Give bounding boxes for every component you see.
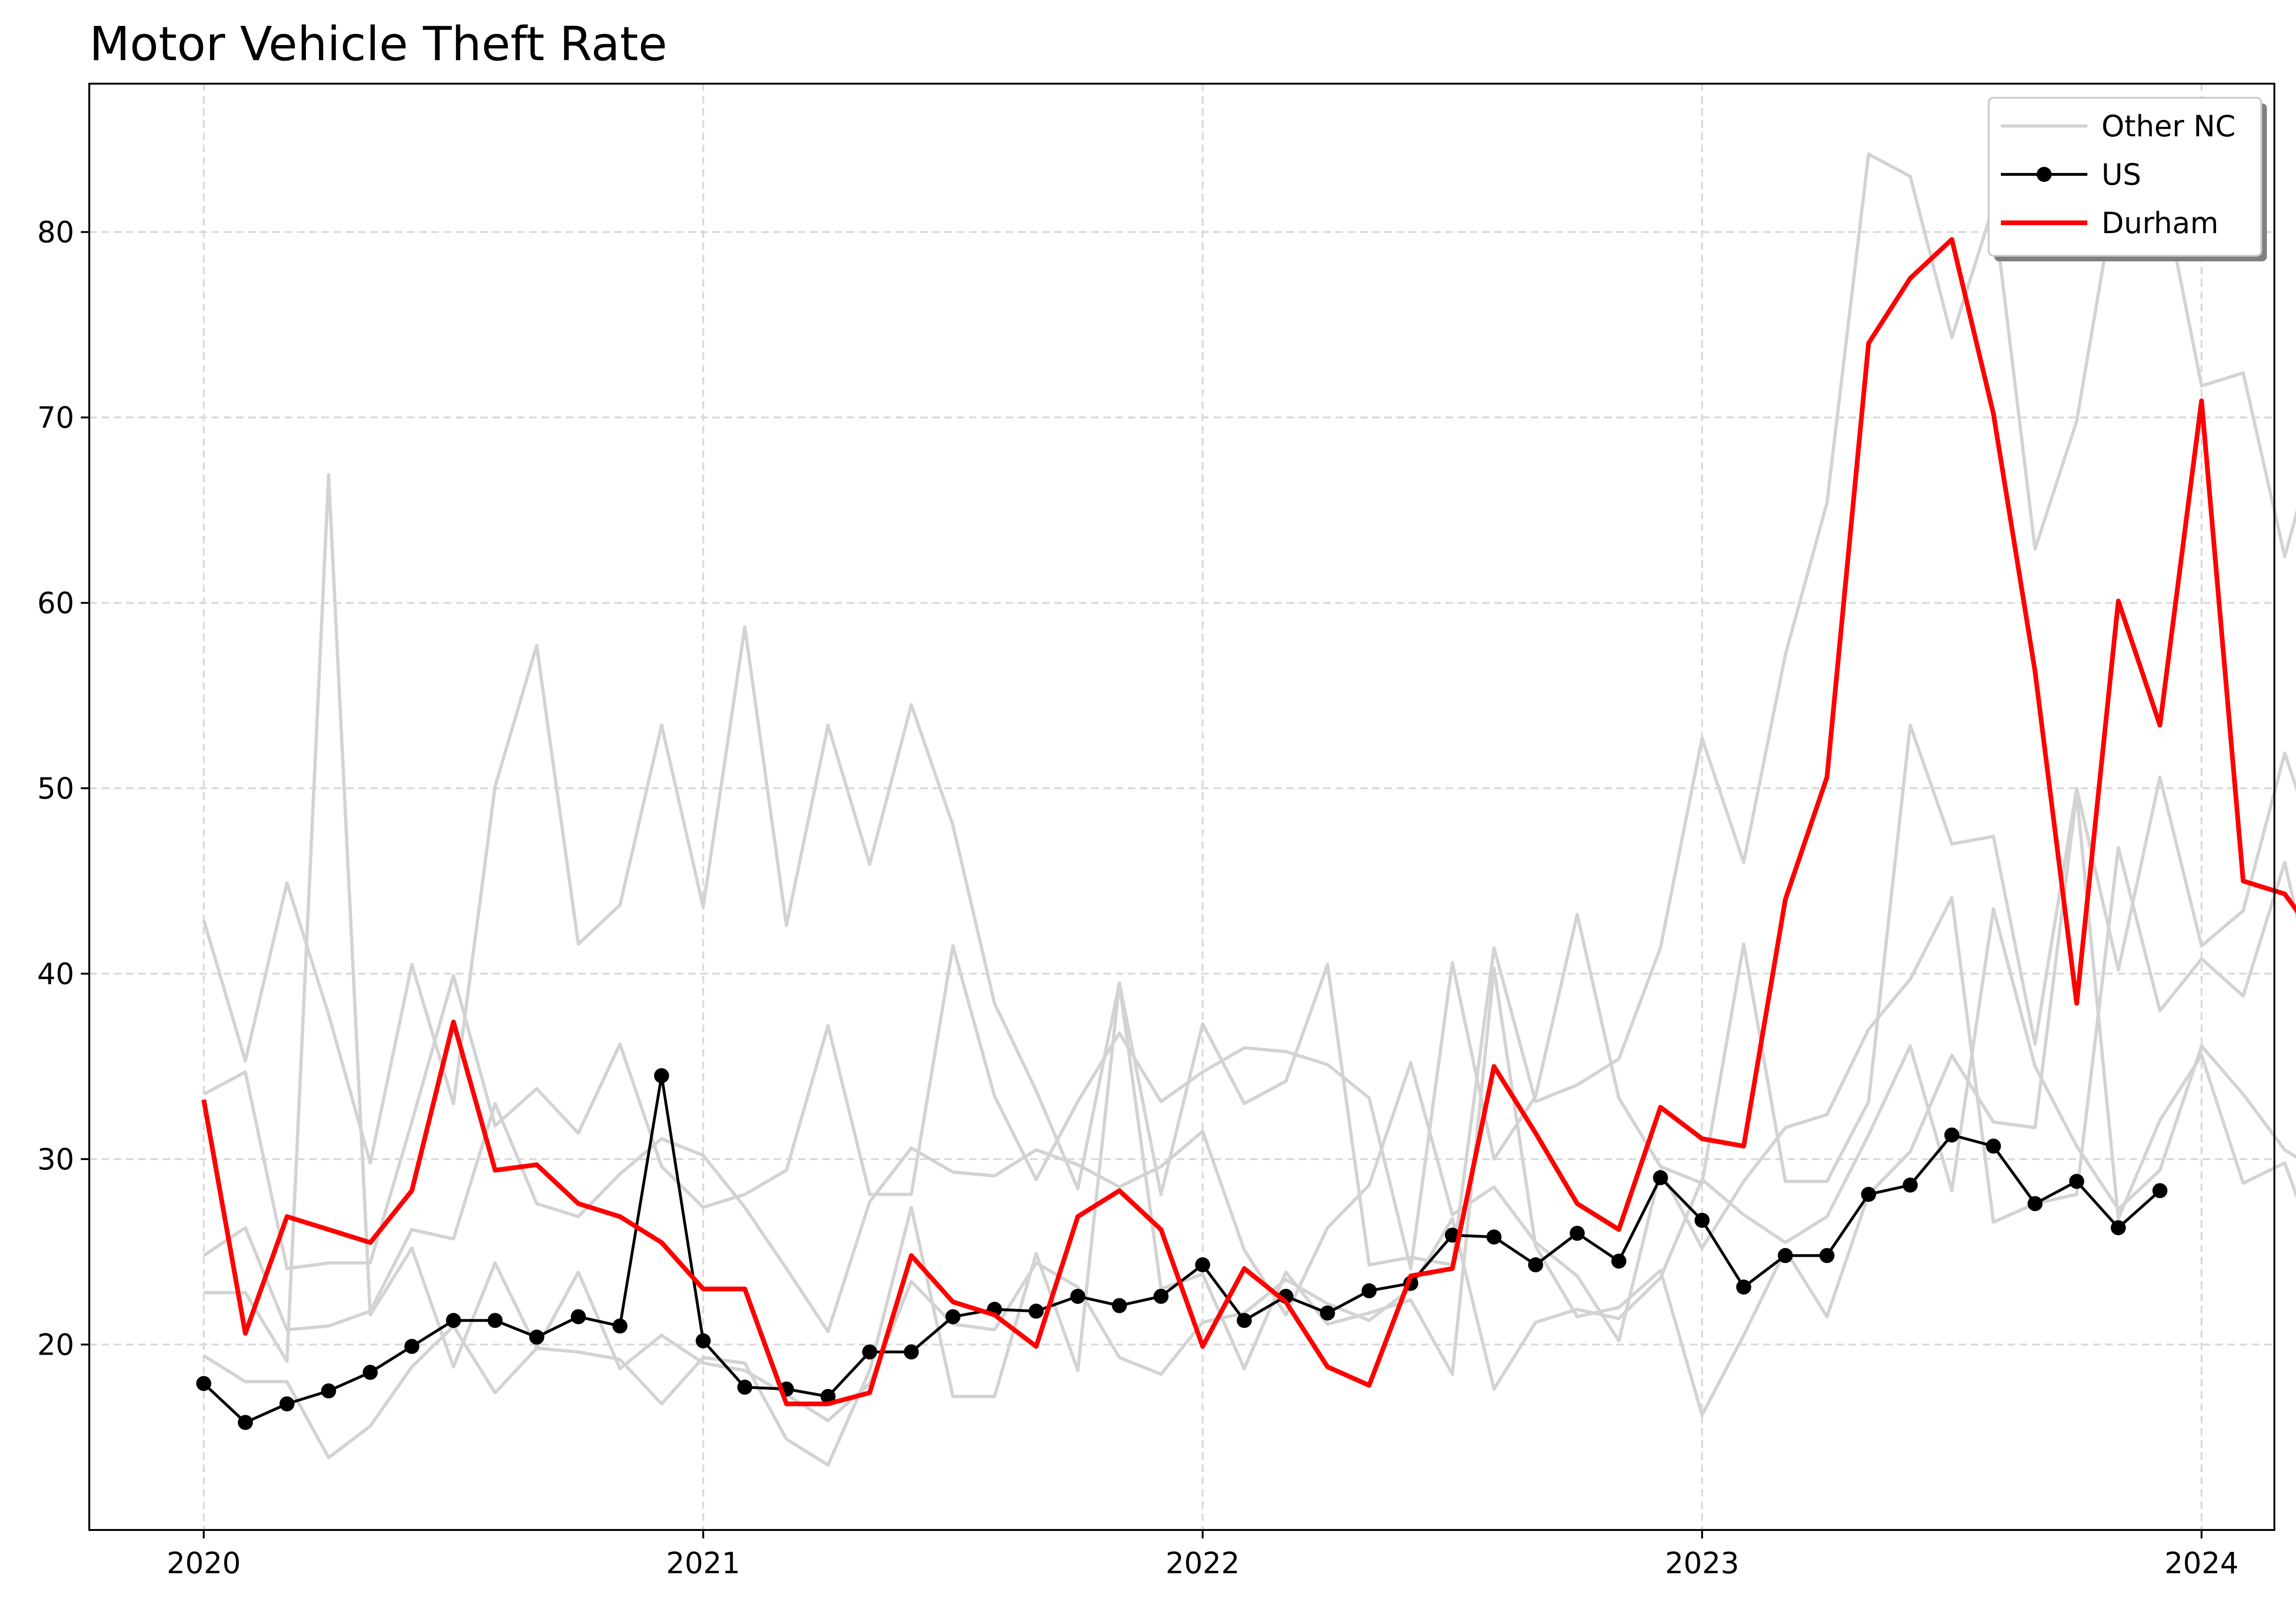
us-point [404,1339,420,1354]
us-point [612,1318,628,1334]
axes: 20 30 40 50 60 70 80 2020 2021 2022 2023 2024 [37,83,2275,1580]
other-nc-line [203,723,2296,1271]
durham-series [201,237,2296,1406]
us-point [737,1380,752,1395]
us-line [203,1074,2161,1424]
chart-title: Motor Vehicle Theft Rate [89,16,667,71]
durham-line [201,237,2296,1406]
y-tick-label: 80 [37,215,74,250]
us-point [1361,1283,1377,1299]
plot-frame [88,83,2275,1531]
us-point [1944,1127,1960,1143]
legend-label: Durham [2101,206,2218,240]
us-point [1153,1288,1169,1304]
us-point [945,1309,961,1325]
legend-label: Other NC [2101,109,2235,143]
us-point [1070,1288,1086,1304]
us-point [1320,1305,1335,1321]
us-point [1903,1177,1918,1193]
us-point [1819,1248,1835,1263]
us-point [529,1329,545,1345]
us-point [1986,1138,2001,1154]
us-point [570,1309,586,1325]
us-point [2152,1183,2168,1199]
us-point [1570,1225,1585,1241]
us-point [487,1313,503,1328]
us-point [1736,1279,1751,1295]
us-point [1112,1298,1127,1313]
x-tick-label: 2022 [1165,1546,1240,1580]
other-nc-lines [202,152,2296,1467]
us-point [238,1415,253,1430]
other-nc-line [203,846,2296,1343]
us-point [1861,1186,1876,1202]
legend-label: US [2101,157,2141,192]
us-point [2027,1196,2043,1211]
us-point [1486,1229,1502,1245]
y-tick-label: 50 [37,771,74,806]
us-point [279,1396,295,1412]
y-tick-label: 30 [37,1142,74,1177]
other-nc-line [203,907,2296,1459]
us-point [1695,1213,1710,1228]
other-nc-line [202,152,2296,1267]
us-point [1653,1170,1668,1185]
us-point [362,1365,378,1380]
legend-box [1988,97,2262,257]
us-point [1611,1253,1626,1269]
us-series [196,1068,2168,1430]
us-point [446,1313,461,1328]
us-point [654,1068,669,1083]
us-point [196,1376,211,1391]
y-tick-label: 20 [37,1328,74,1362]
y-tick-label: 70 [37,400,74,435]
us-point [2069,1174,2085,1189]
grid [89,84,2274,1530]
us-point [321,1383,336,1399]
us-point [1778,1248,1793,1263]
us-point [1029,1303,1044,1319]
us-point [2110,1220,2126,1235]
x-tick-label: 2023 [1665,1546,1739,1580]
legend: Other NC US Durham [1988,97,2267,261]
y-tick-label: 60 [37,586,74,620]
us-point [695,1333,711,1349]
x-tick-label: 2021 [666,1546,741,1580]
us-point [862,1344,877,1360]
x-tick-label: 2020 [167,1546,241,1580]
legend-marker [2037,167,2052,182]
other-nc-line [203,473,2296,1467]
us-point [820,1388,836,1404]
us-point [904,1344,919,1360]
y-tick-label: 40 [37,957,74,991]
us-point [1528,1257,1543,1272]
us-point [1236,1313,1252,1328]
us-point [1195,1257,1210,1272]
x-tick-label: 2024 [2164,1546,2239,1580]
